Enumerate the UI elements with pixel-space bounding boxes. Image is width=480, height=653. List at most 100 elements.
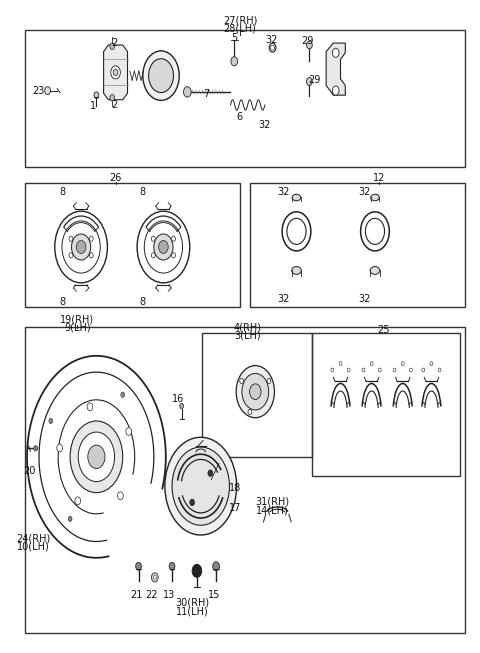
Circle shape xyxy=(34,446,37,451)
Circle shape xyxy=(88,445,105,469)
Text: 29: 29 xyxy=(301,36,313,46)
Polygon shape xyxy=(326,43,345,95)
Text: 14(LH): 14(LH) xyxy=(256,505,289,515)
Text: 16: 16 xyxy=(172,394,184,404)
Text: 20: 20 xyxy=(23,466,36,476)
Text: 9(LH): 9(LH) xyxy=(64,323,91,333)
Circle shape xyxy=(126,428,132,436)
Circle shape xyxy=(422,368,425,372)
Text: 2: 2 xyxy=(111,100,118,110)
Circle shape xyxy=(151,253,155,258)
Circle shape xyxy=(393,368,396,372)
Circle shape xyxy=(332,48,339,57)
Circle shape xyxy=(362,368,365,372)
Circle shape xyxy=(154,575,156,579)
Circle shape xyxy=(267,378,271,383)
Circle shape xyxy=(331,368,334,372)
Text: 17: 17 xyxy=(229,503,241,513)
Circle shape xyxy=(180,404,183,409)
Circle shape xyxy=(172,447,229,525)
Text: 11(LH): 11(LH) xyxy=(176,607,208,617)
Circle shape xyxy=(143,51,179,101)
Circle shape xyxy=(76,240,86,253)
Circle shape xyxy=(110,95,115,101)
Text: 8: 8 xyxy=(59,296,65,307)
Circle shape xyxy=(121,392,125,398)
Bar xyxy=(24,30,465,167)
Circle shape xyxy=(190,499,194,505)
Circle shape xyxy=(70,421,123,492)
Circle shape xyxy=(75,497,81,505)
Text: 2: 2 xyxy=(111,38,118,48)
Text: 4(RH): 4(RH) xyxy=(233,323,261,333)
Circle shape xyxy=(69,236,73,242)
Circle shape xyxy=(113,69,118,76)
Circle shape xyxy=(111,66,120,79)
Text: 22: 22 xyxy=(146,590,158,600)
Circle shape xyxy=(152,573,158,582)
Circle shape xyxy=(339,362,342,366)
Circle shape xyxy=(332,86,339,95)
Circle shape xyxy=(149,59,173,93)
Circle shape xyxy=(236,366,275,418)
Circle shape xyxy=(401,362,404,366)
Text: 15: 15 xyxy=(207,590,220,600)
Text: 26: 26 xyxy=(109,173,122,183)
Text: 28(LH): 28(LH) xyxy=(224,23,256,33)
Circle shape xyxy=(118,492,123,500)
Text: 24(RH): 24(RH) xyxy=(16,534,50,543)
Text: 32: 32 xyxy=(277,294,289,304)
Text: 18: 18 xyxy=(229,483,241,493)
Circle shape xyxy=(231,57,238,66)
Circle shape xyxy=(68,517,72,522)
Circle shape xyxy=(370,362,373,366)
Text: 32: 32 xyxy=(358,187,371,197)
Ellipse shape xyxy=(292,194,301,200)
Circle shape xyxy=(183,87,191,97)
Circle shape xyxy=(169,562,175,570)
Circle shape xyxy=(89,236,93,242)
Circle shape xyxy=(250,384,261,400)
Text: 32: 32 xyxy=(358,294,371,304)
Text: 8: 8 xyxy=(139,187,145,197)
Circle shape xyxy=(307,41,312,49)
Circle shape xyxy=(45,87,50,95)
Circle shape xyxy=(438,368,441,372)
Circle shape xyxy=(69,253,73,258)
Circle shape xyxy=(154,234,173,260)
Circle shape xyxy=(378,368,381,372)
Circle shape xyxy=(172,253,176,258)
Ellipse shape xyxy=(370,266,380,274)
Circle shape xyxy=(72,234,91,260)
Text: 32: 32 xyxy=(277,187,289,197)
Circle shape xyxy=(347,368,350,372)
Circle shape xyxy=(136,562,142,570)
Text: 12: 12 xyxy=(372,173,385,183)
Text: 3(LH): 3(LH) xyxy=(234,330,261,341)
Circle shape xyxy=(430,362,433,366)
Circle shape xyxy=(213,562,219,571)
Circle shape xyxy=(94,92,99,99)
Circle shape xyxy=(172,236,176,242)
Text: 21: 21 xyxy=(130,590,143,600)
Circle shape xyxy=(307,78,312,86)
Circle shape xyxy=(49,419,53,424)
Circle shape xyxy=(158,240,168,253)
Circle shape xyxy=(242,374,269,410)
Text: 6: 6 xyxy=(236,112,242,121)
Text: 5: 5 xyxy=(231,33,238,44)
Text: 30(RH): 30(RH) xyxy=(175,597,209,608)
Text: 25: 25 xyxy=(377,325,390,336)
Circle shape xyxy=(165,438,237,535)
Circle shape xyxy=(192,564,202,577)
Text: 8: 8 xyxy=(139,296,145,307)
Bar xyxy=(312,333,460,477)
Circle shape xyxy=(89,253,93,258)
Circle shape xyxy=(208,470,213,477)
Bar xyxy=(24,183,240,307)
Text: 10(LH): 10(LH) xyxy=(17,541,49,551)
Circle shape xyxy=(409,368,412,372)
Circle shape xyxy=(78,432,115,481)
Text: 32: 32 xyxy=(259,119,271,129)
Text: 31(RH): 31(RH) xyxy=(255,496,289,506)
